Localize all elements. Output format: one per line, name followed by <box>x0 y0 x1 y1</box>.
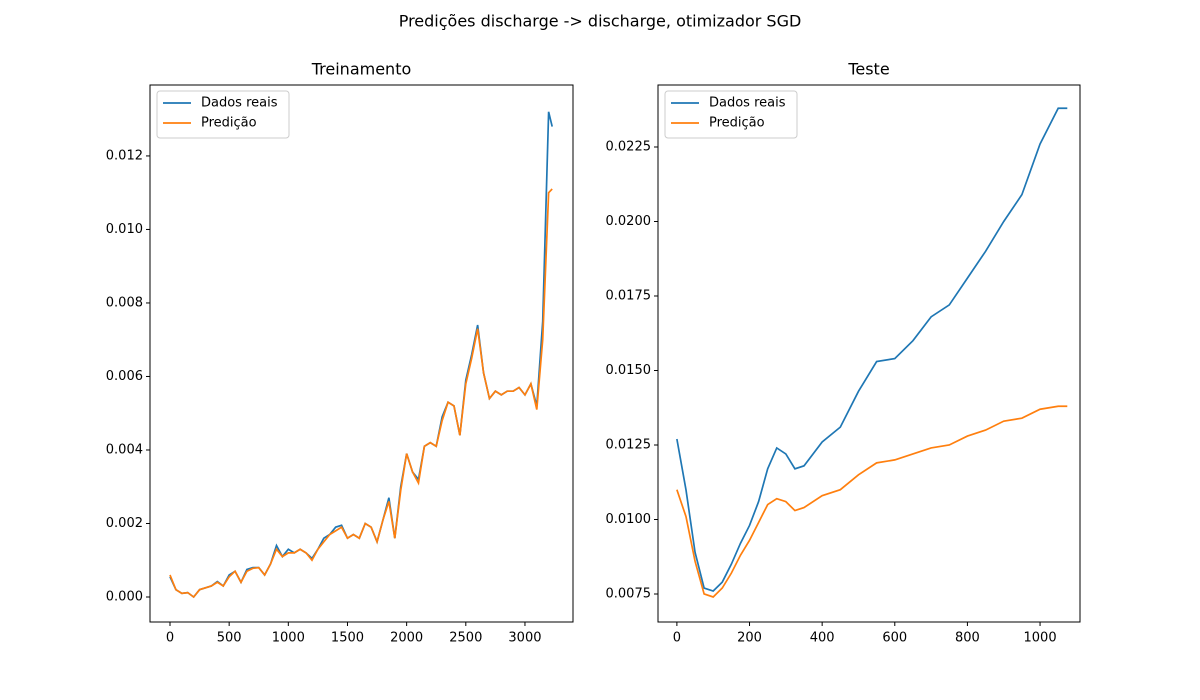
data-line <box>676 405 1068 598</box>
legend: Dados reais Predição <box>156 90 290 139</box>
axes-title: Teste <box>847 60 889 79</box>
figure-title: Predições discharge -> discharge, otimiz… <box>399 12 802 31</box>
y-tick-label: 0.0225 <box>606 139 652 154</box>
y-tick-label: 0.0150 <box>606 363 652 378</box>
y-tick-label: 0.002 <box>106 516 143 531</box>
axes-frame <box>657 84 1081 623</box>
x-tick-label: 600 <box>882 631 907 646</box>
x-tick-label: 3000 <box>508 631 541 646</box>
x-tick-label: 0 <box>673 631 681 646</box>
x-tick-label: 400 <box>810 631 835 646</box>
legend-label: Dados reais <box>709 96 786 111</box>
data-line <box>676 107 1068 592</box>
x-tick-label: 1500 <box>331 631 364 646</box>
legend: Dados reais Predição <box>664 90 798 139</box>
y-tick-label: 0.010 <box>106 222 143 237</box>
y-tick-label: 0.000 <box>106 590 143 605</box>
x-tick-label: 2000 <box>390 631 423 646</box>
x-tick-label: 2500 <box>449 631 482 646</box>
axes-frame <box>149 84 574 623</box>
y-tick-label: 0.012 <box>106 148 143 163</box>
y-tick-label: 0.0075 <box>606 586 652 601</box>
y-tick-label: 0.0125 <box>606 437 652 452</box>
x-tick-label: 500 <box>217 631 242 646</box>
legend-label: Predição <box>201 116 257 131</box>
y-tick-label: 0.008 <box>106 295 143 310</box>
x-tick-label: 200 <box>737 631 762 646</box>
y-tick-label: 0.006 <box>106 369 143 384</box>
x-tick-label: 0 <box>166 631 174 646</box>
x-tick-label: 1000 <box>272 631 305 646</box>
y-tick-label: 0.004 <box>106 442 143 457</box>
axes-title: Treinamento <box>311 60 412 79</box>
x-tick-label: 1000 <box>1024 631 1057 646</box>
x-tick-label: 800 <box>955 631 980 646</box>
y-tick-label: 0.0100 <box>606 512 652 527</box>
legend-label: Predição <box>709 116 765 131</box>
y-tick-label: 0.0175 <box>606 288 652 303</box>
y-tick-label: 0.0200 <box>606 214 652 229</box>
legend-label: Dados reais <box>201 96 278 111</box>
data-line <box>169 188 553 599</box>
